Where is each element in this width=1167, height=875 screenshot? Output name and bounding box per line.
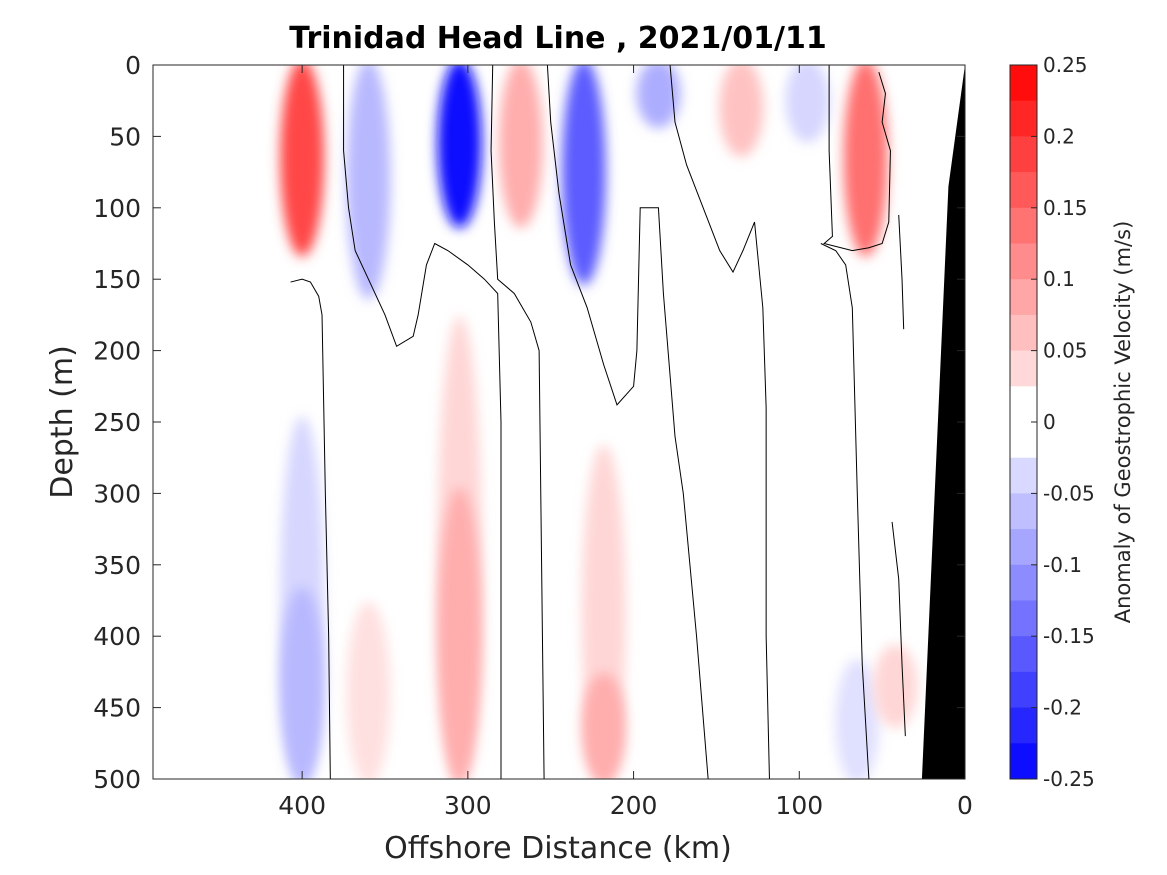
colorbar-segment (1010, 350, 1037, 387)
zero-contour-line (343, 65, 502, 779)
zero-contour-line (490, 65, 545, 779)
y-axis-ticks: 0 50 100 150 200 250 300 350 400 450 500 (93, 51, 965, 794)
colorbar-segment (1010, 243, 1037, 280)
colorbar-segment (1010, 707, 1037, 744)
x-axis-label: Offshore Distance (km) (384, 831, 732, 866)
colorbar-segment (1010, 636, 1037, 673)
velocity-anomaly-region (346, 601, 391, 779)
velocity-anomaly-region (437, 65, 482, 229)
y-tick-label: 250 (93, 408, 141, 437)
velocity-field (280, 65, 918, 779)
colorbar-tick-label: 0.2 (1043, 124, 1075, 148)
velocity-anomaly-region (346, 65, 391, 300)
velocity-anomaly-region (280, 587, 325, 779)
colorbar-segment (1010, 457, 1037, 494)
colorbar-segment (1010, 493, 1037, 530)
colorbar-segment (1010, 529, 1037, 566)
colorbar-tick-label: -0.25 (1043, 767, 1095, 791)
colorbar-tick-label: 0 (1043, 410, 1056, 434)
colorbar-segment (1010, 564, 1037, 601)
x-tick-label: 400 (278, 791, 326, 820)
colorbar-segment (1010, 422, 1037, 459)
colorbar-ticks: 0.25 0.2 0.15 0.1 0.05 0 -0.05 -0.1 -0.15 -0.2 -0.… (1031, 53, 1095, 791)
colorbar-tick-label: 0.1 (1043, 267, 1075, 291)
velocity-anomaly-region (873, 644, 918, 728)
zero-contour-line (546, 65, 709, 779)
velocity-anomaly-region (719, 65, 764, 157)
y-tick-label: 400 (93, 622, 141, 651)
velocity-anomaly-region (498, 65, 543, 229)
colorbar-segment (1010, 386, 1037, 423)
zero-contour-line (820, 243, 870, 779)
x-tick-label: 100 (775, 791, 823, 820)
seafloor-bathymetry (921, 65, 965, 779)
velocity-anomaly-region (437, 487, 482, 779)
velocity-anomaly-region (636, 65, 681, 129)
y-tick-label: 350 (93, 551, 141, 580)
colorbar-tick-label: 0.15 (1043, 196, 1088, 220)
y-tick-label: 300 (93, 479, 141, 508)
colorbar-segment (1010, 279, 1037, 316)
y-tick-label: 50 (109, 122, 141, 151)
colorbar (1009, 64, 1038, 780)
colorbar-segment (1010, 207, 1037, 244)
velocity-anomaly-region (561, 65, 606, 286)
y-tick-label: 100 (93, 194, 141, 223)
colorbar-tick-label: -0.15 (1043, 624, 1095, 648)
zero-contour-line (898, 214, 905, 330)
colorbar-tick-label: -0.2 (1043, 696, 1082, 720)
x-tick-label: 200 (610, 791, 658, 820)
colorbar-segment (1010, 136, 1037, 173)
y-tick-label: 0 (125, 51, 141, 80)
colorbar-tick-label: -0.1 (1043, 553, 1082, 577)
zero-contour-lines (290, 65, 906, 779)
velocity-anomaly-region (280, 65, 325, 257)
plot-background (153, 65, 965, 779)
colorbar-segment (1010, 600, 1037, 637)
zero-contour-line (823, 65, 891, 252)
colorbar-tick-label: 0.25 (1043, 53, 1088, 77)
colorbar-segment (1010, 172, 1037, 209)
colorbar-segment (1010, 65, 1037, 102)
plot-area (152, 64, 966, 780)
colorbar-tick-label: 0.05 (1043, 339, 1088, 363)
seafloor-polygon (921, 65, 965, 779)
velocity-anomaly-region (785, 65, 830, 143)
velocity-anomaly-region (835, 658, 880, 779)
y-tick-label: 200 (93, 337, 141, 366)
zero-contour-line (669, 65, 770, 779)
y-tick-label: 450 (93, 694, 141, 723)
zero-contour-line (290, 278, 331, 779)
colorbar-label: Anomaly of Geostrophic Velocity (m/s) (1111, 221, 1135, 624)
y-axis-label: Depth (m) (45, 345, 80, 499)
colorbar-segment (1010, 671, 1037, 709)
y-tick-label: 500 (93, 765, 141, 794)
chart-title: Trinidad Head Line , 2021/01/11 (289, 21, 826, 56)
velocity-anomaly-region (843, 65, 888, 257)
y-tick-label: 150 (93, 265, 141, 294)
colorbar-segment (1010, 314, 1037, 352)
velocity-anomaly-region (581, 673, 626, 779)
colorbar-tick-label: -0.05 (1043, 481, 1095, 505)
x-tick-label: 300 (444, 791, 492, 820)
x-tick-label: 0 (957, 791, 973, 820)
colorbar-segment (1010, 100, 1037, 137)
zero-contour-line (891, 521, 906, 737)
x-axis-ticks: 400 300 200 100 0 (278, 65, 973, 820)
colorbar-segment (1010, 743, 1037, 780)
